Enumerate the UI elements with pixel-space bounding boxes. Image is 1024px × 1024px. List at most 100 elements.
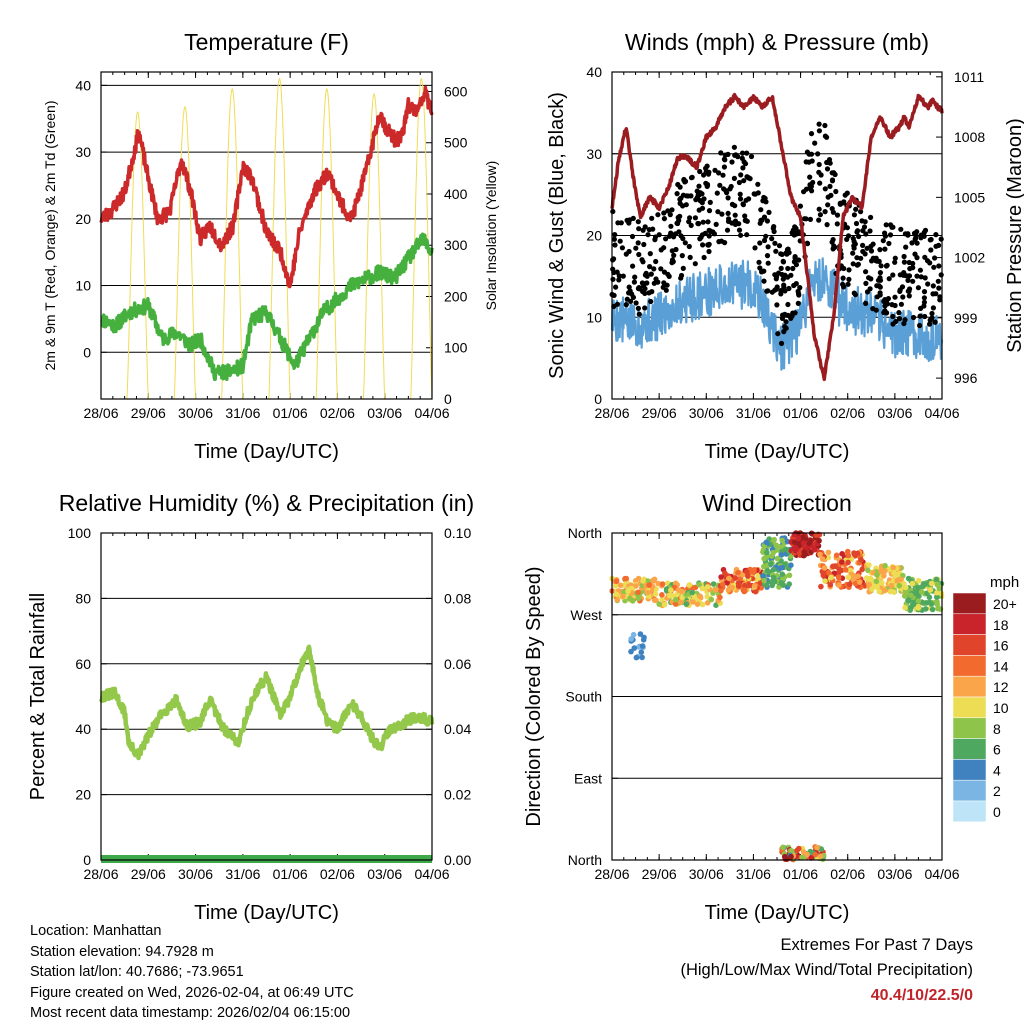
gust-point [610,208,616,215]
gust-point [790,310,796,316]
gust-point [892,259,898,265]
gust-point [778,251,784,257]
panel-title: Winds (mph) & Pressure (mb) [625,29,929,55]
direction-point [630,631,637,638]
direction-point [745,573,751,579]
y2-tick-label: 0.00 [444,852,471,868]
gust-point [680,203,686,209]
direction-point [661,601,668,608]
direction-point [763,539,770,546]
gust-point [907,266,913,272]
y2-axis-label: Solar Insolation (Yellow) [483,161,499,311]
gust-point [780,312,787,318]
gust-point [815,151,821,157]
gust-point [714,190,720,196]
gust-point [658,266,664,272]
direction-point [722,572,729,578]
direction-point [775,543,782,550]
gust-point [860,228,866,234]
gust-point [882,303,888,309]
y-tick-label: 20 [75,787,91,803]
y-tick-label: 30 [586,146,602,162]
x-tick-label: 31/06 [736,405,771,421]
direction-point [811,547,818,553]
direction-point [771,536,777,543]
gust-point [731,175,738,181]
y2-tick-label: 600 [444,83,468,99]
gust-point [757,240,763,246]
gust-point [925,281,931,287]
direction-point [717,594,723,601]
solar-insolation-line [268,77,291,400]
x-tick-label: 03/06 [877,866,912,882]
gust-point [677,213,683,219]
direction-point [874,572,880,578]
direction-point [934,594,940,600]
colorbar-swatch [952,800,987,823]
direction-point [625,588,631,594]
gust-point [854,229,860,235]
gust-point [877,247,883,253]
gust-point [831,243,837,249]
gust-point [711,231,718,237]
gust-point [705,242,712,248]
gust-point [612,232,618,238]
direction-point [808,855,815,861]
gust-point [903,273,909,279]
gust-point [938,236,944,242]
gust-point [933,291,939,297]
gust-point [656,232,662,238]
gust-point [744,150,750,156]
gust-point [752,245,758,251]
y-axis-label: Percent & Total Rainfall [27,593,49,801]
direction-point [908,604,915,610]
gust-point [921,289,928,295]
gust-point [822,186,828,192]
gust-point [793,281,799,287]
station-info: Location: Manhattan Station elevation: 9… [30,921,354,1024]
direction-point [820,572,827,579]
gust-point [882,246,888,252]
colorbar-label: 2 [993,783,1001,799]
direction-point [922,581,929,587]
solar-insolation-line [315,87,338,400]
direction-point [704,593,711,600]
x-tick-label: 31/06 [225,405,260,421]
gust-point [845,281,851,287]
gust-point [824,166,831,172]
colorbar-swatch [952,717,987,739]
direction-point [846,581,853,588]
solar-insolation-line [126,110,149,400]
gust-point [668,223,674,229]
gust-point [640,280,646,286]
direction-point [856,579,863,585]
gust-point [846,276,852,282]
direction-point [817,853,824,859]
gust-point [910,314,917,321]
colorbar-title: mph [990,574,1019,591]
gust-point [901,320,907,327]
gust-point [830,209,837,215]
direction-point [761,563,767,570]
gust-point [740,202,747,208]
y-tick-label: 10 [75,278,91,294]
x-axis-label: Time (Day/UTC) [194,902,339,924]
direction-point [793,545,800,552]
gust-point [796,229,802,235]
direction-point [674,591,680,598]
gust-point [863,231,869,237]
direction-point [672,597,679,603]
gust-point [917,313,923,319]
solar-insolation-line [221,87,244,400]
gust-point [776,243,783,249]
direction-point [909,580,916,587]
gust-point [651,266,657,272]
gust-point [906,293,912,299]
direction-point [758,585,764,591]
gust-point [718,150,724,156]
direction-point [923,600,929,606]
gust-point [737,196,744,202]
gust-point [731,144,738,150]
direction-point [696,582,703,588]
panel-3: Relative Humidity (%) & Precipitation (i… [27,490,474,924]
